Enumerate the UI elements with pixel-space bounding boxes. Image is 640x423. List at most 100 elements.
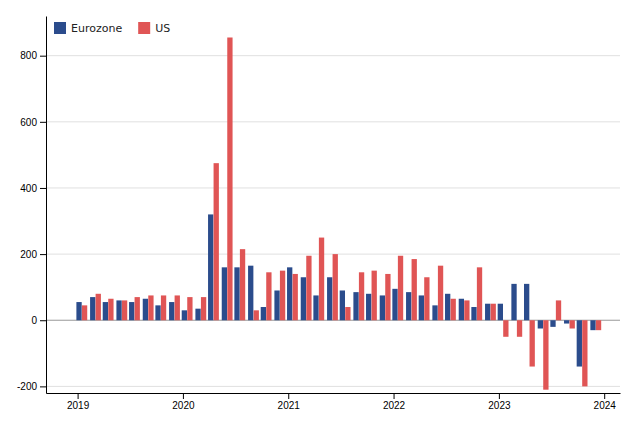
y-axis: -200 0 200 400 600 800 bbox=[17, 17, 47, 394]
bar bbox=[491, 304, 496, 321]
bar bbox=[424, 277, 429, 320]
bar bbox=[306, 256, 311, 320]
bar bbox=[477, 267, 482, 320]
bar-series bbox=[82, 37, 601, 389]
legend-label: US bbox=[155, 22, 170, 35]
y-tick-label: 200 bbox=[20, 249, 37, 260]
bar bbox=[398, 256, 403, 320]
x-tick: 2022 bbox=[383, 393, 406, 411]
bar bbox=[582, 320, 587, 386]
x-tick-mark bbox=[499, 393, 500, 399]
x-tick-label: 2021 bbox=[278, 400, 301, 411]
bar bbox=[570, 320, 575, 328]
bar bbox=[135, 297, 140, 320]
y-axis-line bbox=[46, 17, 47, 394]
bar bbox=[412, 259, 417, 320]
bar bbox=[266, 272, 271, 320]
bar bbox=[471, 307, 476, 320]
bar bbox=[359, 272, 364, 320]
y-tick-label: 0 bbox=[31, 315, 37, 326]
bar bbox=[577, 320, 582, 366]
x-tick: 2024 bbox=[594, 393, 617, 411]
x-tick-mark bbox=[183, 393, 184, 399]
bar bbox=[590, 320, 595, 330]
x-axis: 2019 2020 2021 2022 2023 2024 bbox=[47, 393, 621, 411]
bar bbox=[464, 300, 469, 320]
bar bbox=[451, 299, 456, 320]
bar bbox=[90, 297, 95, 320]
bar bbox=[240, 249, 245, 320]
bar bbox=[82, 305, 87, 320]
bar bbox=[280, 271, 285, 321]
bar bbox=[392, 289, 397, 320]
x-tick: 2021 bbox=[278, 393, 301, 411]
x-tick: 2019 bbox=[67, 393, 90, 411]
legend-label: Eurozone bbox=[71, 22, 122, 35]
x-tick-label: 2022 bbox=[383, 400, 406, 411]
bar bbox=[108, 299, 113, 320]
y-tick: 0 bbox=[31, 315, 46, 326]
bar bbox=[227, 37, 232, 320]
bar bbox=[596, 320, 601, 330]
y-tick: -200 bbox=[17, 381, 46, 392]
bar bbox=[148, 295, 153, 320]
bar bbox=[214, 163, 219, 320]
y-tick-mark bbox=[40, 254, 46, 255]
bar bbox=[155, 305, 160, 320]
y-tick-label: 800 bbox=[20, 50, 37, 61]
x-tick-label: 2024 bbox=[594, 400, 617, 411]
bar bbox=[366, 294, 371, 320]
bar bbox=[116, 300, 121, 320]
bar bbox=[187, 297, 192, 320]
x-axis-line bbox=[47, 393, 621, 394]
bar bbox=[564, 320, 569, 323]
bar-series bbox=[76, 214, 595, 366]
bar bbox=[340, 290, 345, 320]
bar bbox=[76, 302, 81, 320]
bar bbox=[459, 299, 464, 320]
bar bbox=[319, 238, 324, 321]
bar bbox=[261, 307, 266, 320]
bar bbox=[385, 274, 390, 320]
legend: Eurozone US bbox=[54, 22, 170, 35]
bar bbox=[201, 297, 206, 320]
bar bbox=[254, 310, 259, 320]
grid bbox=[46, 56, 620, 387]
bar bbox=[432, 305, 437, 320]
bar bbox=[122, 300, 127, 320]
bar bbox=[498, 304, 503, 321]
grid-line bbox=[46, 121, 620, 122]
bar bbox=[287, 267, 292, 320]
bar bbox=[511, 284, 516, 320]
bar bbox=[103, 302, 108, 320]
bar bbox=[182, 310, 187, 320]
y-tick-mark bbox=[40, 320, 46, 321]
x-tick-label: 2020 bbox=[172, 400, 195, 411]
bar bbox=[208, 214, 213, 320]
bar bbox=[503, 320, 508, 337]
legend-item: US bbox=[138, 22, 170, 35]
y-tick-label: -200 bbox=[17, 381, 37, 392]
y-tick: 600 bbox=[20, 117, 46, 128]
x-tick-label: 2023 bbox=[488, 400, 511, 411]
y-tick-mark bbox=[40, 386, 46, 387]
x-tick-mark bbox=[78, 393, 79, 399]
bar bbox=[175, 295, 180, 320]
bar bbox=[517, 320, 522, 337]
bar bbox=[543, 320, 548, 389]
bar bbox=[419, 295, 424, 320]
bars bbox=[76, 37, 601, 389]
bar bbox=[222, 267, 227, 320]
bar bbox=[530, 320, 535, 366]
y-tick: 800 bbox=[20, 50, 46, 61]
bar bbox=[129, 302, 134, 320]
bar bbox=[195, 309, 200, 321]
y-tick-label: 400 bbox=[20, 183, 37, 194]
y-tick-label: 600 bbox=[20, 117, 37, 128]
bar bbox=[301, 277, 306, 320]
bar bbox=[372, 271, 377, 321]
bar bbox=[485, 304, 490, 321]
legend-swatch bbox=[54, 22, 66, 34]
y-tick-mark bbox=[40, 56, 46, 57]
x-tick-label: 2019 bbox=[67, 400, 90, 411]
